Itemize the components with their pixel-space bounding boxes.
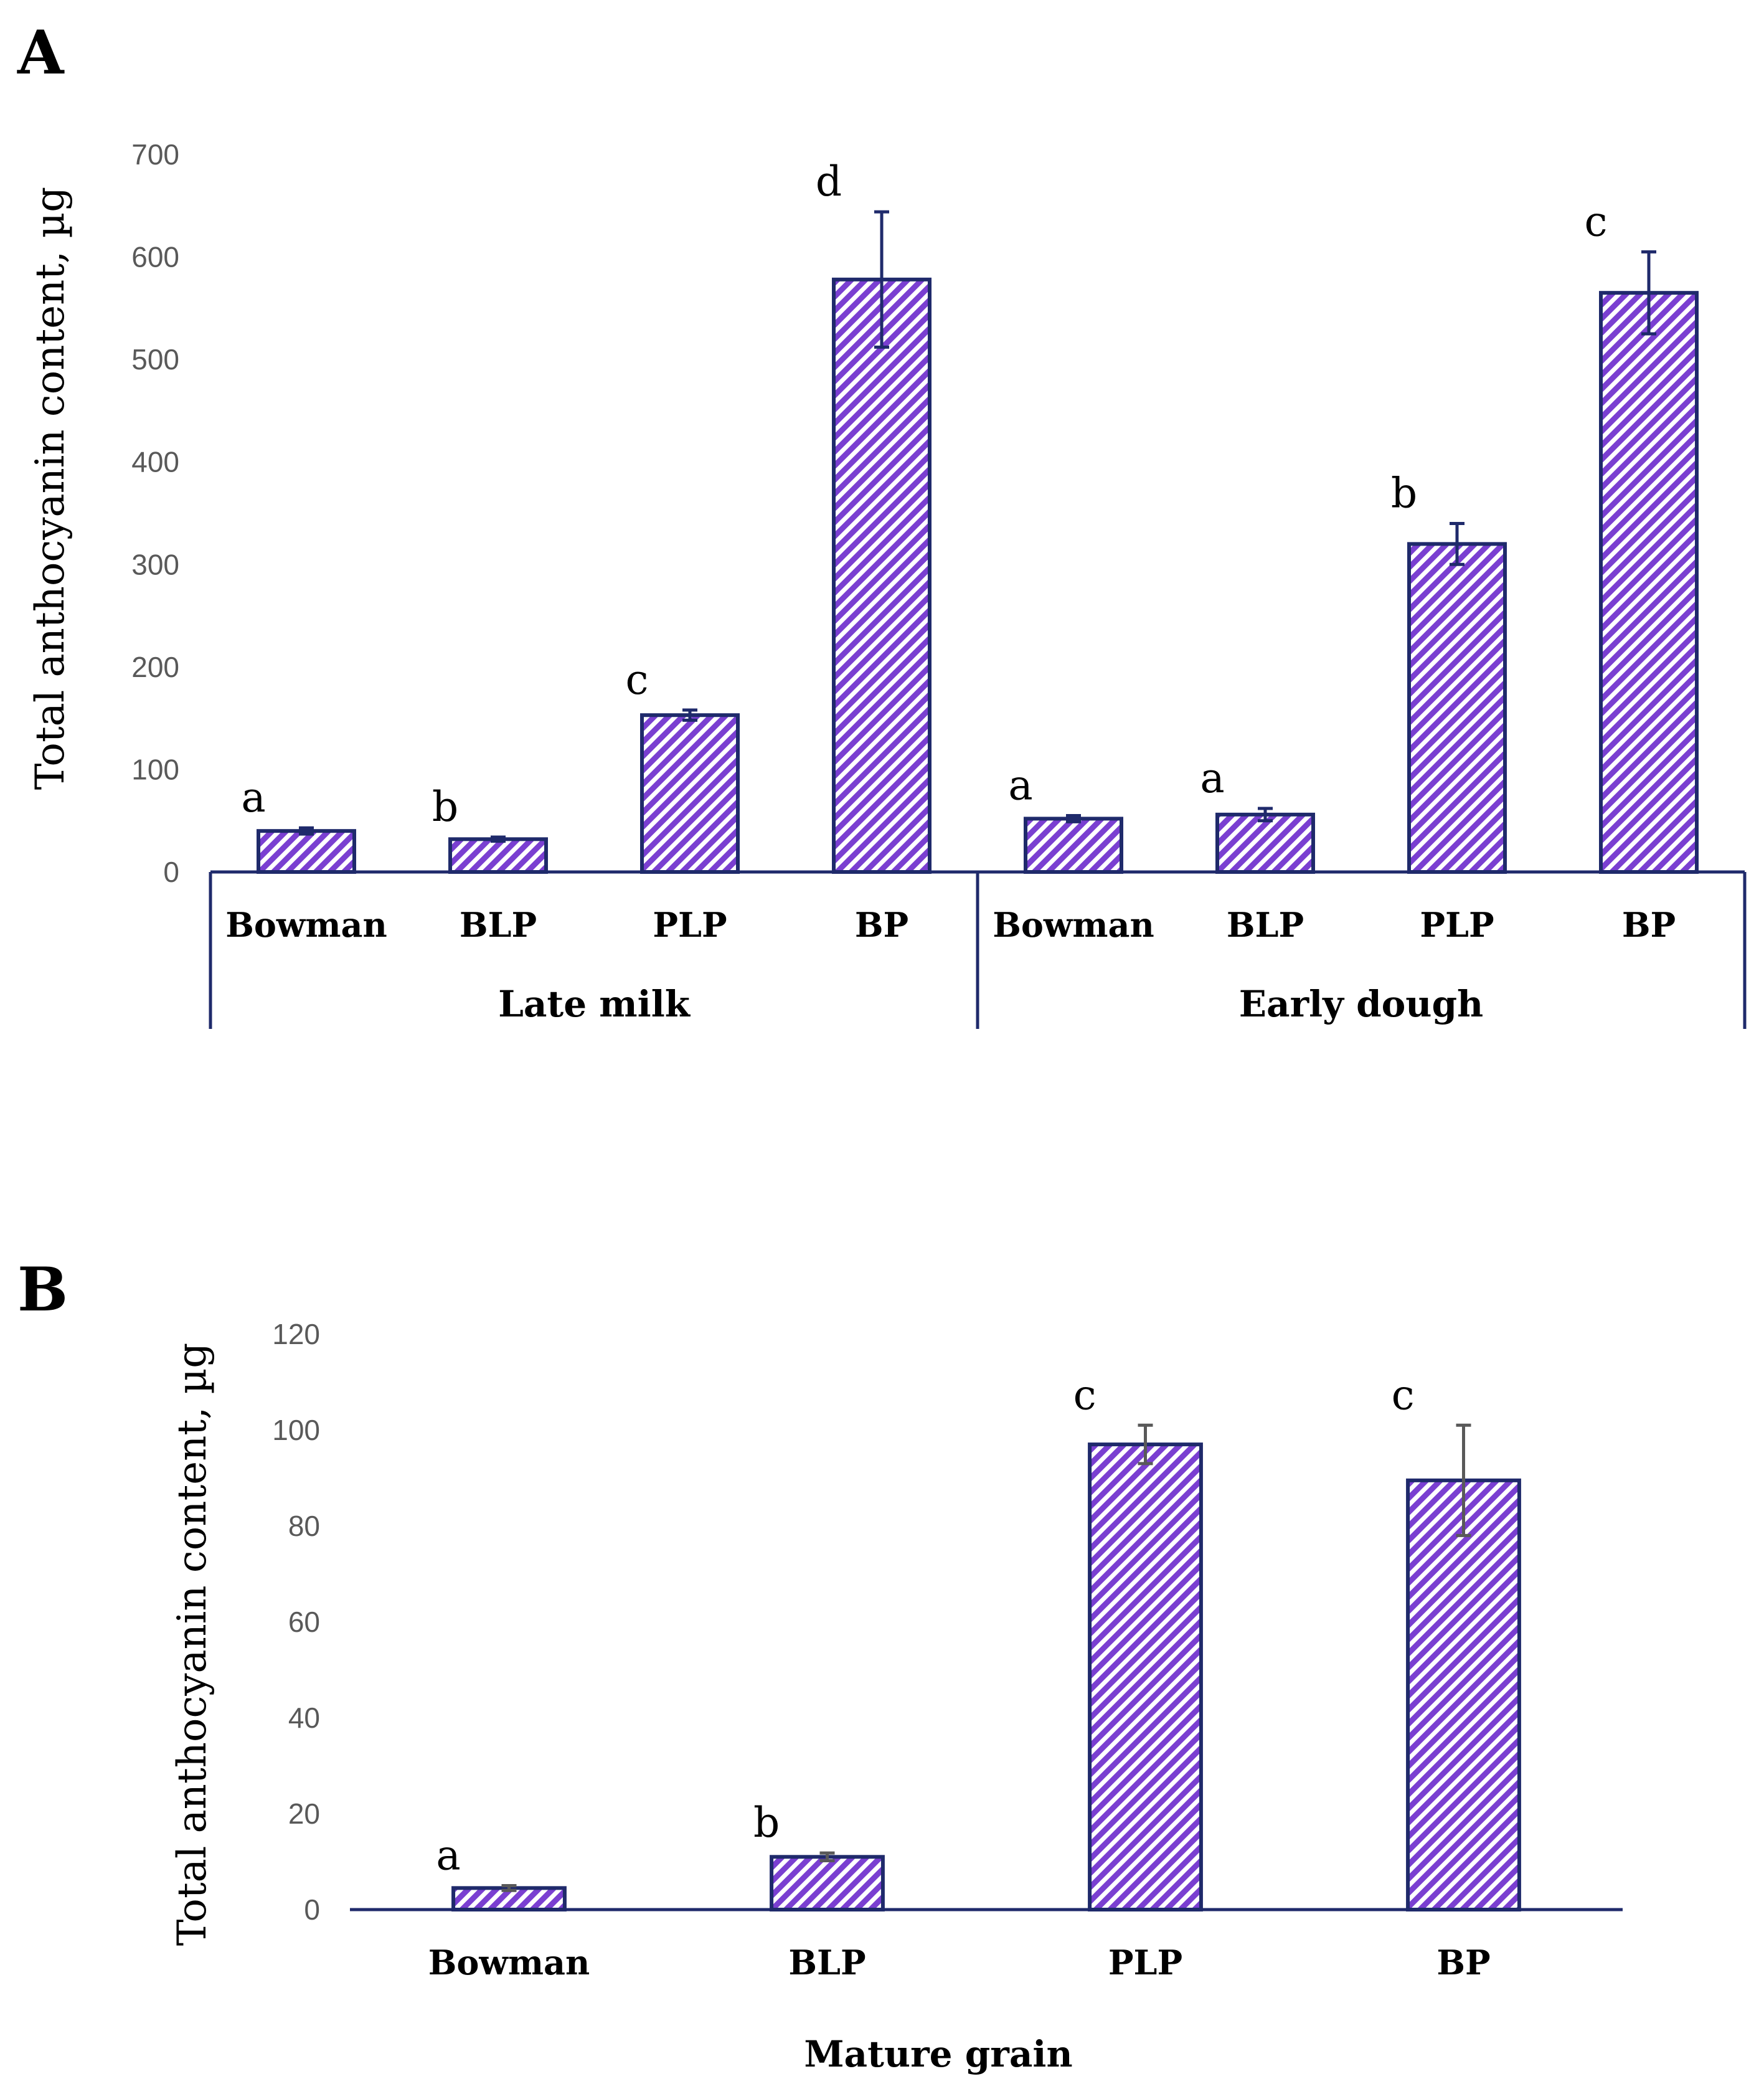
y-tick-label: 20 bbox=[288, 1797, 320, 1830]
y-tick-label: 100 bbox=[272, 1414, 320, 1446]
panel-a-label: A bbox=[17, 17, 65, 88]
y-tick-label: 600 bbox=[131, 241, 179, 273]
category-label: BLP bbox=[788, 1943, 865, 1982]
panel-b: B Total anthocyanin content, µg 0 20 40 60 8… bbox=[17, 1254, 1623, 2075]
panel-b-y-ticks: 0 20 40 60 80 100 120 bbox=[272, 1318, 320, 1926]
y-tick-label: 120 bbox=[272, 1318, 320, 1350]
significance-letter: b bbox=[753, 1799, 780, 1847]
group-label: Late milk bbox=[498, 983, 691, 1025]
category-label: BP bbox=[1436, 1943, 1490, 1982]
category-label: Bowman bbox=[225, 905, 387, 945]
significance-letter: a bbox=[241, 774, 265, 822]
y-tick-label: 60 bbox=[288, 1606, 320, 1638]
panel-b-y-axis-title: Total anthocyanin content, µg bbox=[169, 1343, 215, 1946]
group-label: Early dough bbox=[1239, 983, 1483, 1025]
bar bbox=[640, 713, 740, 874]
bar bbox=[770, 1855, 885, 1912]
significance-letter: b bbox=[432, 783, 458, 831]
bar bbox=[257, 829, 356, 874]
panel-b-bars: a b c c bbox=[436, 1371, 1521, 1912]
category-label: BP bbox=[1622, 905, 1676, 945]
panel-a-bars: a b c d a a b c bbox=[241, 158, 1699, 874]
panel-b-x-axis-title: Mature grain bbox=[804, 2033, 1072, 2075]
bar bbox=[1599, 291, 1699, 874]
significance-letter: c bbox=[626, 656, 649, 704]
bar bbox=[832, 277, 932, 874]
y-tick-label: 300 bbox=[131, 548, 179, 580]
bar bbox=[1215, 812, 1315, 874]
panel-a-axes bbox=[209, 870, 1747, 1029]
bar bbox=[1088, 1442, 1203, 1912]
y-tick-label: 200 bbox=[131, 651, 179, 683]
panel-a-y-axis-title: Total anthocyanin content, µg bbox=[27, 187, 73, 790]
category-label: PLP bbox=[653, 905, 727, 945]
category-label: PLP bbox=[1420, 905, 1494, 945]
category-label: BLP bbox=[460, 905, 537, 945]
y-tick-label: 400 bbox=[131, 446, 179, 478]
category-label: PLP bbox=[1108, 1943, 1182, 1982]
bar bbox=[1406, 1478, 1521, 1912]
significance-letter: c bbox=[1392, 1371, 1415, 1419]
bar bbox=[448, 837, 548, 874]
y-tick-label: 700 bbox=[131, 138, 179, 171]
category-label: BP bbox=[855, 905, 908, 945]
panel-b-category-labels: Bowman BLP PLP BP bbox=[428, 1943, 1491, 1982]
bar bbox=[1024, 817, 1123, 874]
significance-letter: c bbox=[1585, 197, 1608, 245]
y-tick-label: 80 bbox=[288, 1510, 320, 1542]
category-label: BLP bbox=[1227, 905, 1304, 945]
y-tick-label: 40 bbox=[288, 1702, 320, 1734]
panel-a: A Total anthocyanin content, µg 0 100 200 3… bbox=[17, 17, 1747, 1029]
panel-a-category-labels: Late milk Early dough Bowman BLP PLP BP Bowman… bbox=[225, 905, 1676, 1025]
panel-b-label: B bbox=[17, 1254, 68, 1325]
category-label: Bowman bbox=[993, 905, 1154, 945]
y-tick-label: 100 bbox=[131, 753, 179, 785]
y-tick-label: 500 bbox=[131, 343, 179, 376]
category-label: Bowman bbox=[428, 1943, 590, 1982]
y-tick-label: 0 bbox=[304, 1893, 320, 1926]
y-tick-label: 0 bbox=[163, 856, 179, 888]
panel-a-y-ticks: 0 100 200 300 400 500 600 700 bbox=[131, 138, 179, 888]
significance-letter: a bbox=[1008, 761, 1032, 809]
significance-letter: b bbox=[1391, 469, 1417, 517]
significance-letter: c bbox=[1073, 1371, 1097, 1419]
significance-letter: d bbox=[816, 158, 842, 206]
significance-letter: a bbox=[1200, 754, 1224, 802]
bar bbox=[1407, 542, 1507, 874]
significance-letter: a bbox=[436, 1832, 460, 1880]
